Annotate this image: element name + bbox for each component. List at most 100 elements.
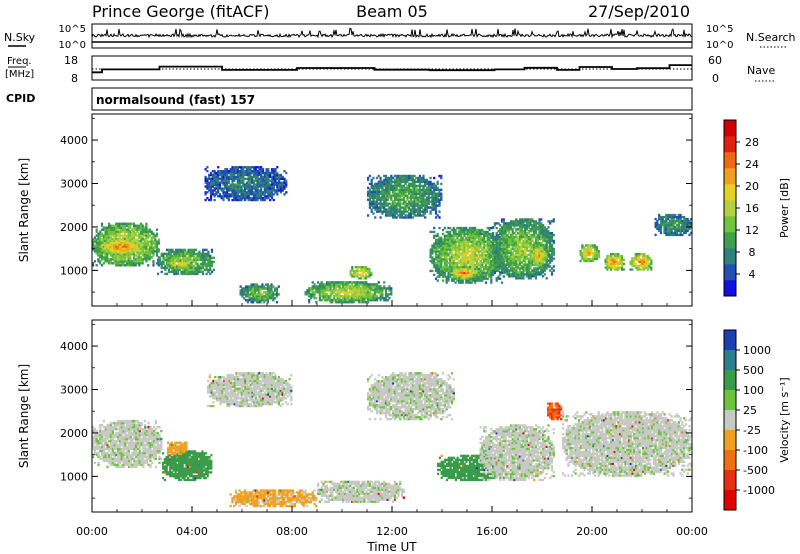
power-cell [236, 179, 239, 182]
power-cell [374, 200, 377, 203]
power-cell [275, 291, 279, 294]
power-cell [456, 248, 459, 251]
power-cell [132, 251, 135, 254]
power-cell [343, 285, 346, 288]
power-cell [192, 248, 196, 252]
power-cell [150, 232, 153, 235]
power-cell [465, 263, 468, 267]
power-cell [434, 277, 438, 280]
power-cell [397, 196, 400, 199]
power-cell [358, 293, 361, 296]
power-cell [436, 204, 439, 207]
power-cell [306, 289, 309, 292]
power-cell [200, 270, 203, 274]
power-cell [449, 250, 452, 253]
power-cell [187, 248, 190, 252]
power-cell [442, 240, 445, 243]
power-cell [354, 289, 357, 292]
power-cell [92, 262, 95, 265]
power-cell [392, 180, 395, 184]
power-cell [240, 170, 243, 173]
power-cell [349, 297, 352, 300]
power-cell [422, 214, 425, 217]
power-cell [452, 279, 455, 282]
power-cell [183, 263, 186, 267]
power-cell [203, 260, 206, 264]
power-cell [196, 264, 199, 268]
power-cell [438, 210, 441, 213]
power-cell [122, 222, 125, 225]
power-cell [358, 301, 361, 304]
power-cell [136, 260, 139, 263]
power-cell [431, 258, 434, 261]
power-cell [374, 202, 377, 205]
power-cell [157, 238, 160, 241]
power-cell [461, 232, 464, 236]
power-cell [281, 187, 284, 190]
power-cell [447, 232, 450, 236]
power-cell [383, 200, 386, 203]
power-cell [377, 186, 380, 190]
power-cell [218, 171, 221, 175]
power-cell [442, 271, 445, 274]
power-cell [131, 260, 134, 263]
power-cell [229, 195, 232, 198]
power-cell [198, 268, 201, 272]
power-cell [164, 266, 167, 270]
power-cell [127, 249, 130, 252]
power-cell [443, 252, 446, 255]
power-cell [400, 174, 404, 178]
power-cell [224, 168, 227, 171]
power-cell [100, 234, 104, 237]
power-cell [145, 222, 148, 225]
power-cell [417, 202, 420, 205]
power-cell [334, 283, 338, 286]
power-cell [351, 267, 354, 271]
power-cell [152, 250, 155, 253]
power-cell [224, 191, 227, 194]
power-cell [334, 295, 338, 298]
power-cell [331, 281, 334, 284]
power-cell [438, 263, 441, 267]
power-cell [442, 252, 445, 255]
power-cell [545, 262, 548, 265]
power-cell [386, 180, 389, 184]
power-cell [474, 230, 477, 234]
power-cell [173, 268, 176, 272]
power-cell [244, 177, 247, 180]
power-cell [120, 241, 123, 244]
power-cell [381, 188, 384, 191]
power-cell [150, 246, 153, 249]
power-cell [138, 234, 141, 237]
power-cell [399, 198, 402, 201]
power-cell [395, 210, 398, 213]
power-cell [132, 228, 136, 231]
power-cell [254, 291, 257, 294]
power-cell [349, 281, 352, 284]
power-cell [465, 256, 468, 259]
power-cell [413, 200, 416, 203]
power-cell [418, 186, 421, 190]
power-cell [231, 168, 234, 171]
power-cell [447, 240, 450, 243]
power-cell [116, 226, 120, 229]
power-cell [404, 216, 407, 219]
power-cell [333, 295, 336, 298]
power-cell [198, 270, 201, 274]
power-cell [436, 200, 439, 203]
power-cell [118, 236, 121, 239]
power-cell [381, 210, 384, 213]
power-cell [267, 185, 270, 188]
power-cell [336, 295, 339, 298]
power-cell [345, 291, 348, 294]
power-cell [115, 228, 118, 231]
power-cell [154, 236, 157, 239]
power-cell [134, 234, 137, 237]
power-cell [100, 238, 104, 241]
power-cell [175, 272, 178, 276]
power-cell [390, 176, 393, 180]
power-cell [120, 254, 123, 257]
power-cell [353, 271, 356, 274]
power-cell [220, 195, 223, 198]
power-cell [129, 239, 132, 242]
